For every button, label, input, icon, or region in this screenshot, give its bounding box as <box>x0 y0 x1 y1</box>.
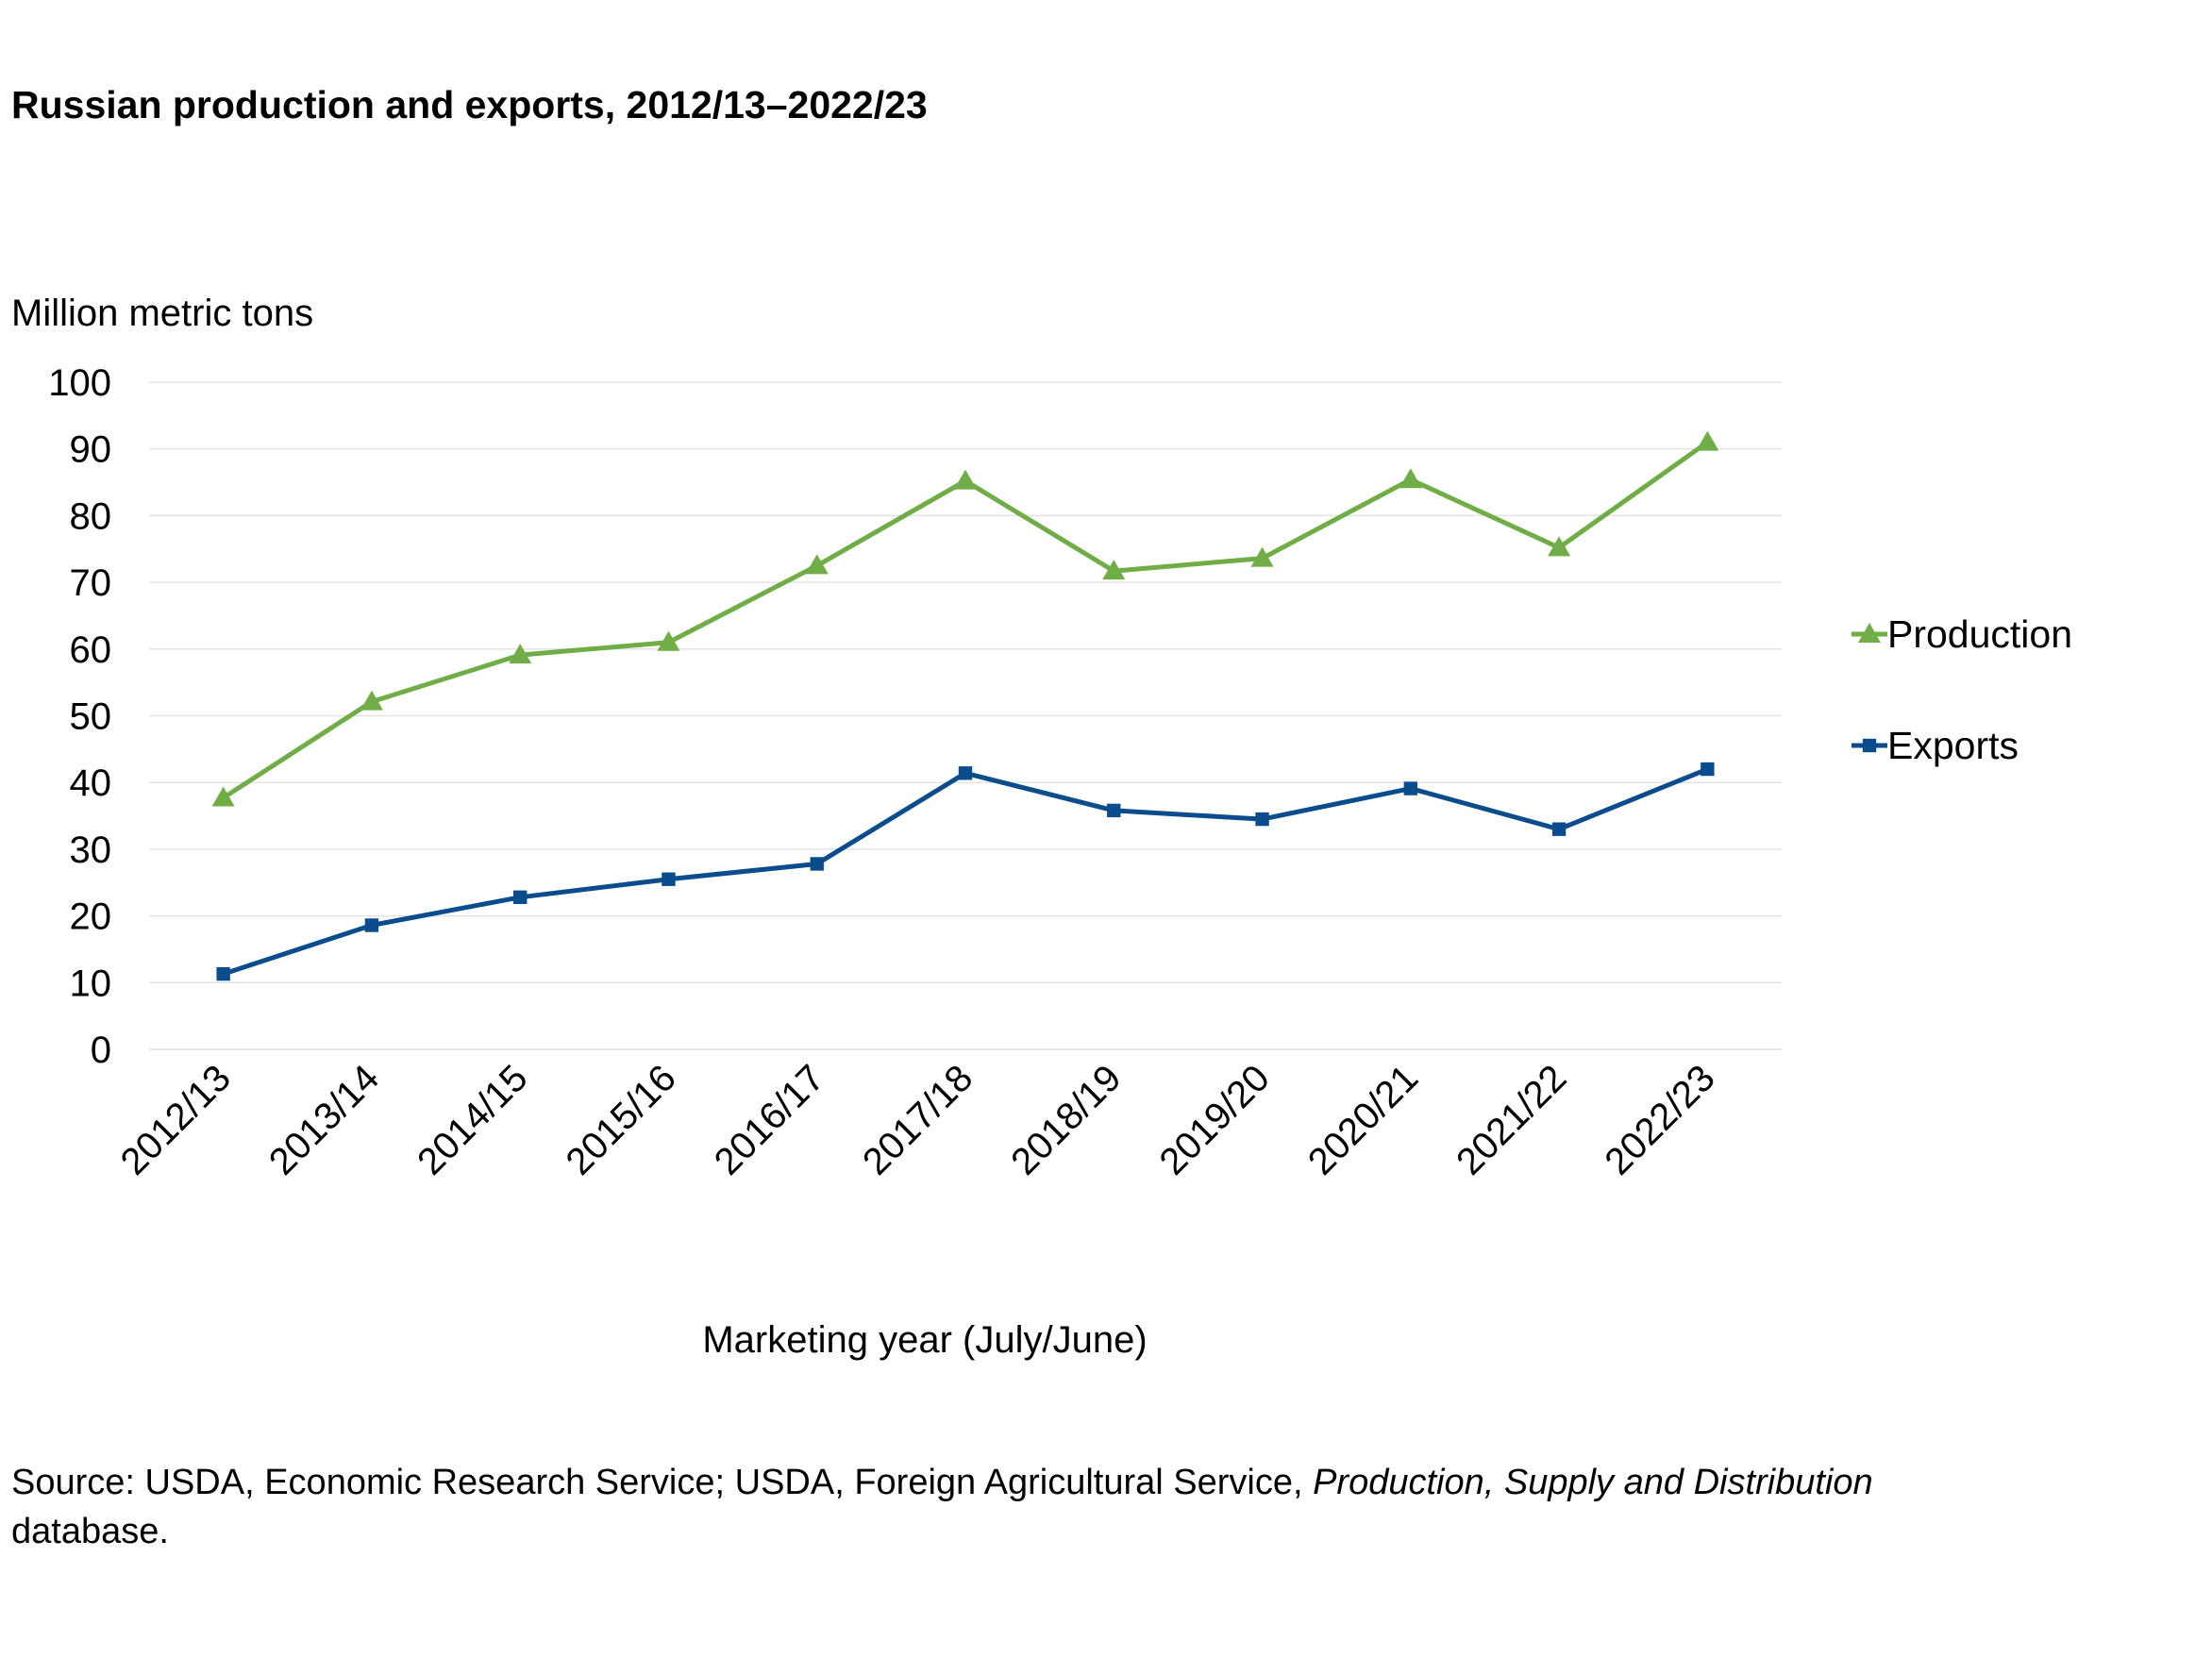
series-lines <box>221 440 1710 977</box>
y-tick-label: 10 <box>70 963 112 1004</box>
triangle-marker <box>1858 623 1881 643</box>
x-tick-label: 2014/15 <box>410 1057 535 1182</box>
triangle-marker <box>657 630 680 651</box>
x-tick-label: 2017/18 <box>855 1057 980 1182</box>
legend-label: Production <box>1887 612 2072 656</box>
y-tick-label: 60 <box>70 629 112 671</box>
legend-item-exports: Exports <box>1852 724 2019 767</box>
y-tick-label: 30 <box>70 829 112 871</box>
y-tick-label: 20 <box>70 896 112 938</box>
series-markers <box>211 430 1719 981</box>
y-tick-label: 100 <box>48 362 111 404</box>
source-note: Source: USDA, Economic Research Service;… <box>11 1458 2182 1556</box>
triangle-marker <box>1399 468 1422 489</box>
y-tick-label: 0 <box>91 1030 111 1071</box>
square-marker <box>1403 781 1418 796</box>
square-marker <box>1551 822 1567 836</box>
y-tick-label: 70 <box>70 562 112 604</box>
x-tick-label: 2015/16 <box>558 1057 683 1182</box>
x-tick-label: 2020/21 <box>1300 1057 1426 1182</box>
y-axis-ticks: 0 10 20 30 40 50 60 70 80 90 100 <box>48 362 111 1071</box>
square-marker <box>810 857 824 871</box>
square-marker <box>1107 803 1121 818</box>
x-tick-label: 2018/19 <box>1003 1057 1129 1182</box>
triangle-marker <box>954 469 977 490</box>
y-tick-label: 90 <box>70 429 112 471</box>
triangle-marker <box>1696 430 1719 451</box>
legend-item-production: Production <box>1852 612 2072 656</box>
y-tick-label: 80 <box>70 495 112 537</box>
chart-title: Russian production and exports, 2012/13–… <box>11 83 928 126</box>
square-marker <box>1862 738 1877 753</box>
x-tick-label: 2013/14 <box>261 1057 387 1182</box>
triangle-marker <box>1102 560 1126 580</box>
source-text: Source: USDA, Economic Research Service;… <box>11 1463 1314 1502</box>
triangle-marker <box>509 644 532 664</box>
legend: Production Exports <box>1852 612 2072 767</box>
triangle-marker <box>211 786 235 807</box>
y-tick-label: 50 <box>70 696 112 738</box>
x-axis-ticks: 2012/13 2013/14 2014/15 2015/16 2016/17 2017/… <box>113 1057 1723 1182</box>
x-tick-label: 2016/17 <box>707 1057 832 1182</box>
triangle-marker <box>1548 536 1571 557</box>
exports-line <box>221 766 1710 977</box>
x-tick-label: 2022/23 <box>1597 1057 1722 1182</box>
source-text-end: database. <box>11 1512 169 1551</box>
square-marker <box>512 890 528 905</box>
square-marker <box>662 872 676 886</box>
x-tick-label: 2012/13 <box>113 1057 239 1182</box>
x-tick-label: 2019/20 <box>1152 1057 1278 1182</box>
production-line <box>221 440 1710 800</box>
x-axis-title: Marketing year (July/June) <box>702 1319 1147 1361</box>
triangle-marker <box>1250 546 1274 567</box>
x-tick-label: 2021/22 <box>1449 1057 1574 1182</box>
triangle-marker <box>805 554 829 575</box>
square-marker <box>958 766 973 780</box>
triangle-marker <box>360 690 383 711</box>
legend-label: Exports <box>1887 724 2019 767</box>
square-marker <box>364 918 379 932</box>
source-database-name: Production, Supply and Distribution <box>1313 1463 1873 1502</box>
square-marker <box>1255 812 1269 827</box>
y-tick-label: 40 <box>70 762 112 804</box>
y-axis-unit-label: Million metric tons <box>11 293 313 334</box>
square-marker <box>1701 762 1715 777</box>
square-marker <box>216 966 230 981</box>
